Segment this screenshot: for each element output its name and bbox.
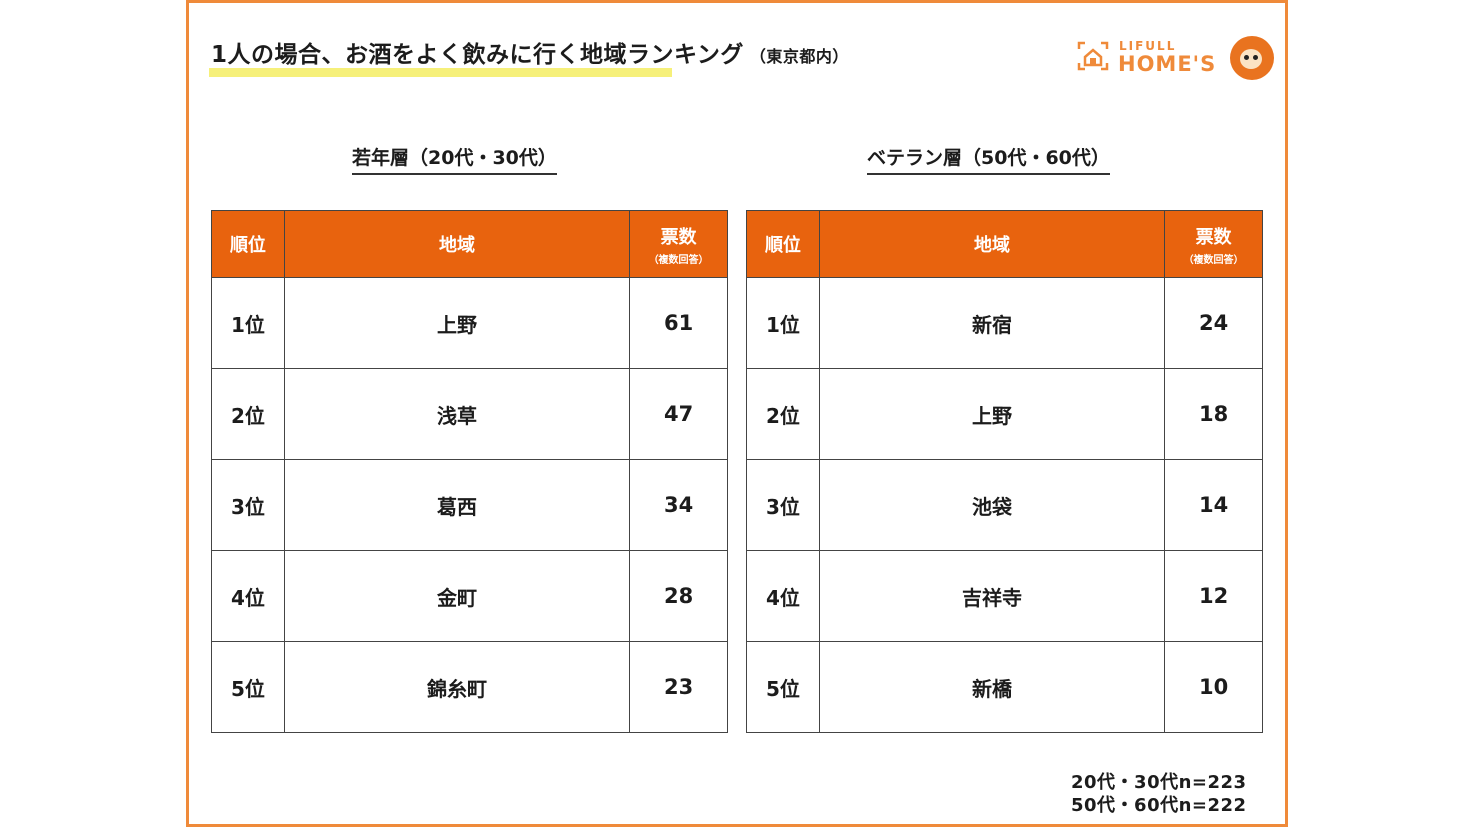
sample-size-note: 20代・30代n=223 50代・60代n=222 [1071,771,1247,817]
header-rank: 順位 [211,210,285,278]
votes-cell: 34 [629,459,728,551]
rank-cell: 1位 [746,277,820,369]
votes-cell: 61 [629,277,728,369]
header-area: 地域 [818,210,1166,278]
house-icon [1077,41,1109,71]
votes-cell: 47 [629,368,728,460]
votes-cell: 12 [1164,550,1263,642]
area-cell: 浅草 [283,368,631,460]
section-title-veteran: ベテラン層（50代・60代） [867,143,1110,175]
table-row: 1位 新宿 24 [746,277,1263,369]
title-main: 1人の場合、お酒をよく飲みに行く地域ランキング [211,42,744,68]
section-title-young: 若年層（20代・30代） [352,143,557,175]
table-row: 2位 浅草 47 [211,368,728,460]
table-row: 5位 錦糸町 23 [211,641,728,733]
rank-cell: 2位 [746,368,820,460]
lifull-homes-logo: LIFULL HOME'S [1077,36,1277,86]
sample-size-veteran: 50代・60代n=222 [1071,795,1247,816]
votes-cell: 14 [1164,459,1263,551]
logo-lifull-text: LIFULL [1119,39,1177,53]
rank-cell: 2位 [211,368,285,460]
votes-cell: 10 [1164,641,1263,733]
table-row: 3位 池袋 14 [746,459,1263,551]
ranking-table-young: 順位 地域 票数 （複数回答） 1位 上野 61 2位 浅草 47 3位 葛 [211,210,728,733]
rank-cell: 3位 [746,459,820,551]
table-header-row: 順位 地域 票数 （複数回答） [211,210,728,278]
area-cell: 上野 [818,368,1166,460]
header-votes: 票数 （複数回答） [629,210,728,278]
header-votes-note: （複数回答） [1183,254,1244,266]
votes-cell: 28 [629,550,728,642]
votes-cell: 23 [629,641,728,733]
area-cell: 葛西 [283,459,631,551]
rank-cell: 5位 [211,641,285,733]
header-votes-label: 票数 [1195,226,1232,248]
rank-cell: 1位 [211,277,285,369]
header-votes-note: （複数回答） [648,254,709,266]
area-cell: 上野 [283,277,631,369]
header-votes-label: 票数 [660,226,697,248]
rank-cell: 4位 [211,550,285,642]
ranking-table-veteran: 順位 地域 票数 （複数回答） 1位 新宿 24 2位 上野 18 3位 池 [746,210,1263,733]
table-row: 2位 上野 18 [746,368,1263,460]
area-cell: 新橋 [818,641,1166,733]
votes-cell: 24 [1164,277,1263,369]
header-rank: 順位 [746,210,820,278]
page-title: 1人の場合、お酒をよく飲みに行く地域ランキング （東京都内） [209,35,849,77]
title-highlight [209,68,672,77]
area-cell: 吉祥寺 [818,550,1166,642]
area-cell: 金町 [283,550,631,642]
votes-cell: 18 [1164,368,1263,460]
table-row: 4位 金町 28 [211,550,728,642]
table-header-row: 順位 地域 票数 （複数回答） [746,210,1263,278]
rank-cell: 5位 [746,641,820,733]
ranking-card: 1人の場合、お酒をよく飲みに行く地域ランキング （東京都内） LIFULL HOM… [186,0,1288,827]
table-row: 5位 新橋 10 [746,641,1263,733]
table-row: 3位 葛西 34 [211,459,728,551]
area-cell: 池袋 [818,459,1166,551]
logo-homes-text: HOME'S [1118,52,1217,76]
table-row: 4位 吉祥寺 12 [746,550,1263,642]
header-area: 地域 [283,210,631,278]
sample-size-young: 20代・30代n=223 [1071,772,1247,793]
table-row: 1位 上野 61 [211,277,728,369]
title-sub: （東京都内） [749,47,849,66]
rank-cell: 3位 [211,459,285,551]
area-cell: 新宿 [818,277,1166,369]
mascot-icon [1230,36,1274,80]
rank-cell: 4位 [746,550,820,642]
header-votes: 票数 （複数回答） [1164,210,1263,278]
area-cell: 錦糸町 [283,641,631,733]
